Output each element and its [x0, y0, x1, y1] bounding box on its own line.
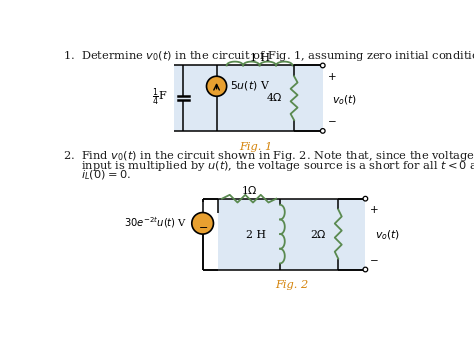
Text: $+$: $+$ [327, 71, 336, 82]
Text: 2$\Omega$: 2$\Omega$ [310, 228, 327, 240]
Text: 1 H: 1 H [250, 53, 270, 63]
Circle shape [363, 196, 368, 201]
Bar [218, 199, 365, 269]
Bar [174, 65, 323, 131]
Text: 2.  Find $v_0(t)$ in the circuit shown in Fig. 2. Note that, since the voltage: 2. Find $v_0(t)$ in the circuit shown in… [63, 149, 474, 163]
Text: $i_L(0) = 0$.: $i_L(0) = 0$. [63, 169, 131, 182]
Text: $-$: $-$ [327, 115, 336, 125]
Text: 2 H: 2 H [246, 230, 266, 240]
Text: input is multiplied by $u(t)$, the voltage source is a short for all $t < 0$ and: input is multiplied by $u(t)$, the volta… [63, 158, 474, 173]
Circle shape [363, 267, 368, 272]
Text: 1$\Omega$: 1$\Omega$ [241, 184, 257, 196]
Text: $v_o(t)$: $v_o(t)$ [332, 93, 357, 107]
Text: Fig. 2: Fig. 2 [275, 280, 309, 290]
Circle shape [320, 63, 325, 68]
Text: Fig. 1: Fig. 1 [239, 142, 273, 152]
Text: $30e^{-2t}u(t)$ V: $30e^{-2t}u(t)$ V [124, 215, 187, 230]
Circle shape [192, 213, 213, 234]
Text: 4$\Omega$: 4$\Omega$ [266, 91, 283, 103]
Text: $v_o(t)$: $v_o(t)$ [374, 229, 400, 243]
Text: $-$: $-$ [198, 221, 208, 231]
Text: $\frac{1}{4}$F: $\frac{1}{4}$F [152, 87, 168, 108]
Text: $-$: $-$ [369, 254, 379, 264]
Circle shape [207, 76, 227, 96]
Text: 1.  Determine $v_0(t)$ in the circuit of Fig. 1, assuming zero initial condition: 1. Determine $v_0(t)$ in the circuit of … [63, 49, 474, 63]
Text: $5u(t)$ V: $5u(t)$ V [230, 79, 270, 92]
Circle shape [320, 128, 325, 133]
Text: $+$: $+$ [369, 204, 379, 215]
